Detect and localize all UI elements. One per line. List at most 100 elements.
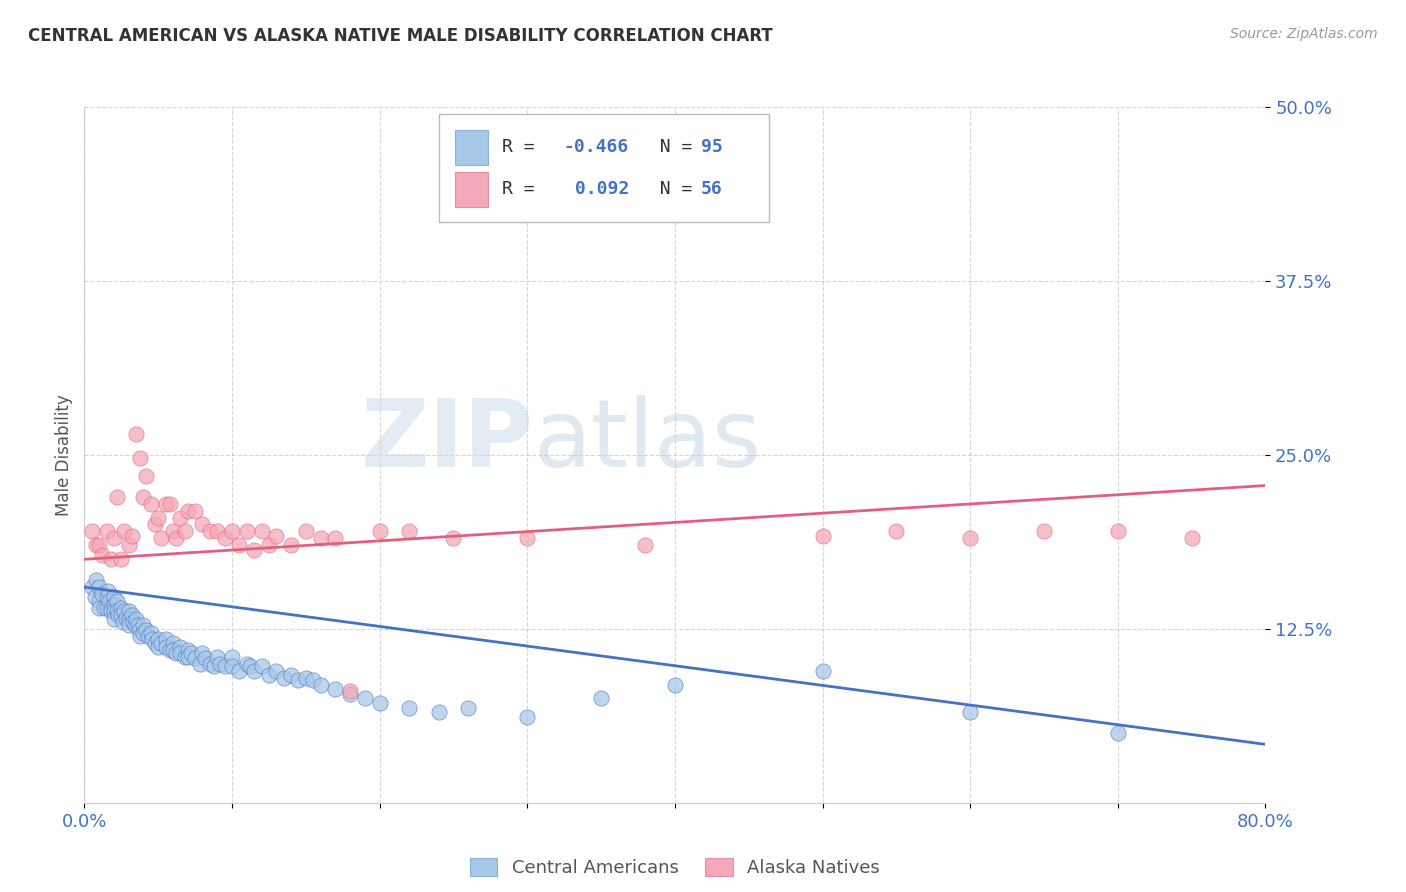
Point: [664, 677, 686, 691]
Point: [87, 594, 111, 608]
Text: 0.092: 0.092: [564, 180, 628, 198]
Point: [129, 629, 152, 643]
Point: [96, 524, 118, 539]
Text: 56: 56: [700, 180, 723, 198]
Point: [148, 510, 170, 524]
Point: [191, 517, 214, 532]
Point: [129, 450, 152, 465]
Point: [441, 532, 464, 546]
Point: [148, 632, 170, 646]
Point: [110, 607, 132, 622]
Point: [162, 636, 184, 650]
Point: [121, 528, 143, 542]
Point: [141, 632, 163, 646]
Point: [139, 497, 162, 511]
Point: [273, 671, 295, 685]
Point: [959, 532, 981, 546]
Point: [228, 664, 250, 678]
Point: [257, 667, 280, 681]
Point: [87, 538, 111, 552]
Point: [1107, 524, 1129, 539]
Y-axis label: Male Disability: Male Disability: [55, 394, 73, 516]
Point: [191, 646, 214, 660]
Point: [105, 604, 128, 618]
Text: R =: R =: [502, 180, 546, 198]
Point: [132, 626, 155, 640]
Point: [159, 642, 181, 657]
Point: [124, 617, 146, 632]
Text: 95: 95: [700, 138, 723, 156]
Point: [177, 642, 200, 657]
Point: [339, 684, 361, 698]
Point: [100, 604, 122, 618]
Point: [148, 640, 170, 654]
Point: [132, 490, 155, 504]
Point: [205, 649, 228, 664]
Point: [516, 532, 538, 546]
Point: [250, 524, 273, 539]
Point: [264, 664, 288, 678]
Point: [188, 657, 211, 671]
Point: [98, 594, 121, 608]
Point: [169, 646, 191, 660]
Point: [287, 673, 309, 688]
Point: [93, 601, 115, 615]
Point: [165, 532, 187, 546]
Point: [368, 524, 391, 539]
Text: N =: N =: [638, 138, 703, 156]
Point: [169, 510, 191, 524]
Point: [155, 497, 177, 511]
FancyBboxPatch shape: [456, 130, 488, 165]
Point: [87, 601, 111, 615]
Point: [591, 691, 613, 706]
Point: [118, 612, 141, 626]
Point: [250, 659, 273, 673]
Point: [184, 651, 207, 665]
Point: [243, 542, 266, 557]
Point: [143, 636, 166, 650]
Point: [738, 190, 761, 204]
Point: [110, 601, 132, 615]
Point: [427, 706, 450, 720]
Point: [105, 594, 128, 608]
Point: [100, 552, 122, 566]
Point: [1180, 532, 1202, 546]
Point: [80, 524, 103, 539]
Point: [97, 584, 120, 599]
Point: [198, 657, 221, 671]
Point: [103, 590, 125, 604]
Text: R =: R =: [502, 138, 546, 156]
Point: [135, 624, 157, 638]
Point: [634, 538, 657, 552]
Point: [105, 490, 128, 504]
Point: [1032, 524, 1054, 539]
Point: [811, 664, 834, 678]
Point: [339, 687, 361, 701]
Point: [302, 673, 325, 688]
Point: [139, 626, 162, 640]
Point: [91, 587, 114, 601]
Point: [1107, 726, 1129, 740]
Point: [184, 503, 207, 517]
Point: [221, 649, 243, 664]
Point: [214, 659, 236, 673]
Point: [162, 524, 184, 539]
Point: [103, 612, 125, 626]
Point: [177, 503, 200, 517]
Point: [125, 612, 148, 626]
Point: [368, 696, 391, 710]
Point: [135, 468, 157, 483]
Point: [198, 524, 221, 539]
Point: [83, 590, 105, 604]
Point: [110, 552, 132, 566]
Point: [80, 580, 103, 594]
Point: [143, 517, 166, 532]
Point: [118, 538, 141, 552]
Point: [280, 538, 302, 552]
Point: [202, 659, 225, 673]
Point: [811, 528, 834, 542]
Point: [243, 664, 266, 678]
Point: [398, 701, 420, 715]
FancyBboxPatch shape: [456, 172, 488, 207]
Point: [122, 615, 145, 629]
